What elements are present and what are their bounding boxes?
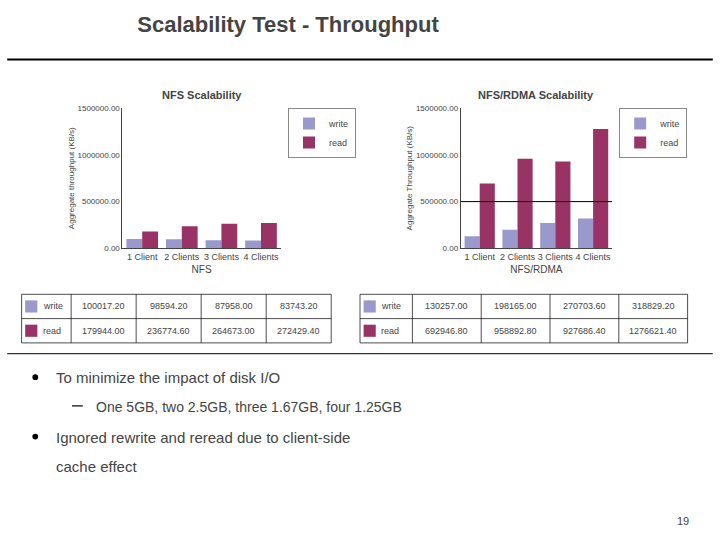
svg-text:One 5GB, two 2.5GB, three 1.67: One 5GB, two 2.5GB, three 1.67GB, four 1… <box>96 399 402 415</box>
svg-text:2 Clients: 2 Clients <box>164 252 200 262</box>
svg-text:1000000.00: 1000000.00 <box>78 151 121 160</box>
svg-text:NFS: NFS <box>192 264 212 275</box>
svg-text:98594.20: 98594.20 <box>150 301 188 311</box>
svg-text:0.00: 0.00 <box>443 244 459 253</box>
svg-text:1500000.00: 1500000.00 <box>416 104 459 113</box>
svg-text:0.00: 0.00 <box>104 244 120 253</box>
svg-text:270703.60: 270703.60 <box>563 301 606 311</box>
svg-text:500000.00: 500000.00 <box>420 197 458 206</box>
svg-text:179944.00: 179944.00 <box>82 326 125 336</box>
svg-text:4 Clients: 4 Clients <box>576 252 612 262</box>
svg-text:958892.80: 958892.80 <box>494 326 537 336</box>
svg-text:1000000.00: 1000000.00 <box>416 151 459 160</box>
svg-text:NFS/RDMA: NFS/RDMA <box>510 264 563 275</box>
svg-text:130257.00: 130257.00 <box>425 301 468 311</box>
svg-text:1276621.40: 1276621.40 <box>629 326 677 336</box>
svg-text:read: read <box>329 138 347 148</box>
svg-text:2 Clients: 2 Clients <box>500 252 536 262</box>
svg-text:Aggregate throughput (KB/s): Aggregate throughput (KB/s) <box>67 127 76 229</box>
svg-text:4 Clients: 4 Clients <box>243 252 279 262</box>
svg-text:318829.20: 318829.20 <box>632 301 675 311</box>
svg-text:write: write <box>659 119 679 129</box>
svg-text:NFS/RDMA Scalability: NFS/RDMA Scalability <box>478 89 594 101</box>
svg-text:write: write <box>381 301 401 311</box>
svg-text:927686.40: 927686.40 <box>563 326 606 336</box>
svg-text:19: 19 <box>677 515 689 527</box>
svg-text:692946.80: 692946.80 <box>425 326 468 336</box>
svg-text:To minimize the impact of disk: To minimize the impact of disk I/O <box>56 369 280 386</box>
svg-text:write: write <box>328 119 348 129</box>
svg-text:83743.20: 83743.20 <box>280 301 318 311</box>
svg-text:Ignored rewrite and reread due: Ignored rewrite and reread due to client… <box>56 429 350 446</box>
svg-text:236774.60: 236774.60 <box>147 326 190 336</box>
svg-text:1 Client: 1 Client <box>464 252 495 262</box>
svg-text:264673.00: 264673.00 <box>212 326 255 336</box>
svg-text:1 Client: 1 Client <box>127 252 158 262</box>
svg-text:272429.40: 272429.40 <box>277 326 320 336</box>
svg-text:cache effect: cache effect <box>56 458 137 475</box>
svg-text:87958.00: 87958.00 <box>215 301 253 311</box>
svg-text:500000.00: 500000.00 <box>82 197 120 206</box>
svg-text:100017.20: 100017.20 <box>82 301 125 311</box>
svg-text:read: read <box>381 326 399 336</box>
svg-text:Aggregate Throughput (KB/s): Aggregate Throughput (KB/s) <box>405 126 414 231</box>
svg-text:write: write <box>43 301 63 311</box>
svg-text:3 Clients: 3 Clients <box>538 252 574 262</box>
svg-text:Scalability Test - Throughput: Scalability Test - Throughput <box>137 12 439 37</box>
svg-text:read: read <box>660 138 678 148</box>
svg-text:NFS Scalability: NFS Scalability <box>162 89 242 101</box>
svg-text:1500000.00: 1500000.00 <box>78 104 121 113</box>
svg-text:read: read <box>43 326 61 336</box>
svg-text:3 Clients: 3 Clients <box>204 252 240 262</box>
svg-text:198165.00: 198165.00 <box>494 301 537 311</box>
